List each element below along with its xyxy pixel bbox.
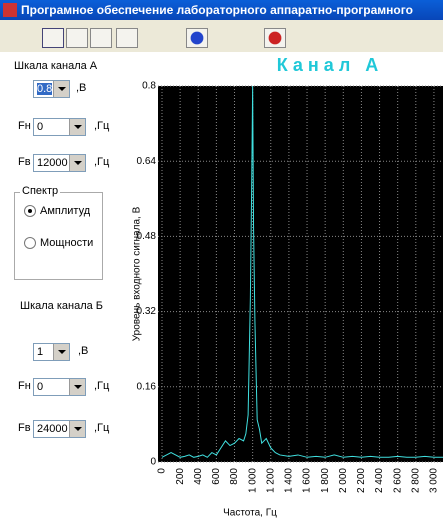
x-tick-label: 2 800: [410, 468, 421, 493]
radio-label[interactable]: Мощности: [40, 237, 94, 249]
combo-value: 0: [37, 381, 44, 393]
unit: ,Гц: [94, 422, 110, 434]
x-tick-label: 0: [157, 468, 168, 474]
combo-box[interactable]: 0: [33, 378, 86, 396]
x-tick-label: 800: [229, 468, 240, 485]
combo-value: 24000: [37, 423, 68, 435]
combo-value: 1: [37, 346, 44, 358]
combo-box[interactable]: 24000: [33, 420, 86, 438]
radio-button[interactable]: [24, 237, 36, 249]
x-tick-label: 2 600: [392, 468, 403, 493]
x-tick-label: 3 000: [429, 468, 440, 493]
x-tick-label: 600: [211, 468, 222, 485]
toolbar-button[interactable]: [186, 28, 208, 48]
x-tick-label: 400: [193, 468, 204, 485]
x-tick-label: 2 400: [374, 468, 385, 493]
y-tick-label: 0.32: [137, 306, 157, 317]
combo-value: 0.8: [37, 83, 53, 95]
combo-value: 0: [37, 121, 44, 133]
plot-area: [158, 86, 443, 462]
y-axis-label: Уровень входного сигнала, В: [132, 206, 143, 341]
toolbar-button[interactable]: [90, 28, 112, 48]
y-tick-label: 0.48: [137, 231, 157, 242]
y-tick-label: 0.8: [142, 81, 156, 92]
toolbar-button[interactable]: [116, 28, 138, 48]
chart-title: Канал А: [277, 55, 384, 75]
radio-label[interactable]: Амплитуд: [40, 205, 91, 217]
label: Fн: [18, 120, 31, 132]
combo-box[interactable]: 1: [33, 343, 70, 361]
spectrum-line: [161, 85, 443, 458]
unit: ,В: [78, 345, 89, 357]
x-tick-label: 2 200: [356, 468, 367, 493]
toolbar-button[interactable]: [264, 28, 286, 48]
x-tick-label: 2 000: [338, 468, 349, 493]
unit: ,Гц: [94, 156, 110, 168]
combo-box[interactable]: 0: [33, 118, 86, 136]
unit: ,В: [76, 82, 87, 94]
combo-box[interactable]: 0.8: [33, 80, 70, 98]
title-bar: Програмное обеспечение лабораторного апп…: [0, 0, 443, 20]
x-tick-label: 1 000: [247, 468, 258, 493]
x-axis-label: Частота, Гц: [223, 508, 277, 519]
label: Шкала канала А: [14, 60, 98, 72]
x-tick-label: 1 400: [284, 468, 295, 493]
x-tick-label: 1 200: [265, 468, 276, 493]
combo-box[interactable]: 12000: [33, 154, 86, 172]
label: Fн: [18, 380, 31, 392]
y-tick-label: 0.16: [137, 381, 157, 392]
x-tick-label: 200: [175, 468, 186, 485]
combo-value: 12000: [37, 157, 68, 169]
x-tick-label: 1 600: [302, 468, 313, 493]
unit: ,Гц: [94, 380, 110, 392]
toolbar: [0, 20, 443, 52]
label: Fв: [18, 156, 31, 168]
unit: ,Гц: [94, 120, 110, 132]
window-title: Програмное обеспечение лабораторного апп…: [21, 3, 413, 17]
label: Fв: [18, 422, 31, 434]
radio-button[interactable]: [24, 205, 36, 217]
toolbar-button[interactable]: [42, 28, 64, 48]
y-tick-label: 0.64: [137, 156, 157, 167]
toolbar-button[interactable]: [66, 28, 88, 48]
y-tick-label: 0: [150, 457, 156, 468]
x-tick-label: 1 800: [320, 468, 331, 493]
label: Шкала канала Б: [20, 300, 104, 312]
group-title: Спектр: [20, 185, 61, 197]
